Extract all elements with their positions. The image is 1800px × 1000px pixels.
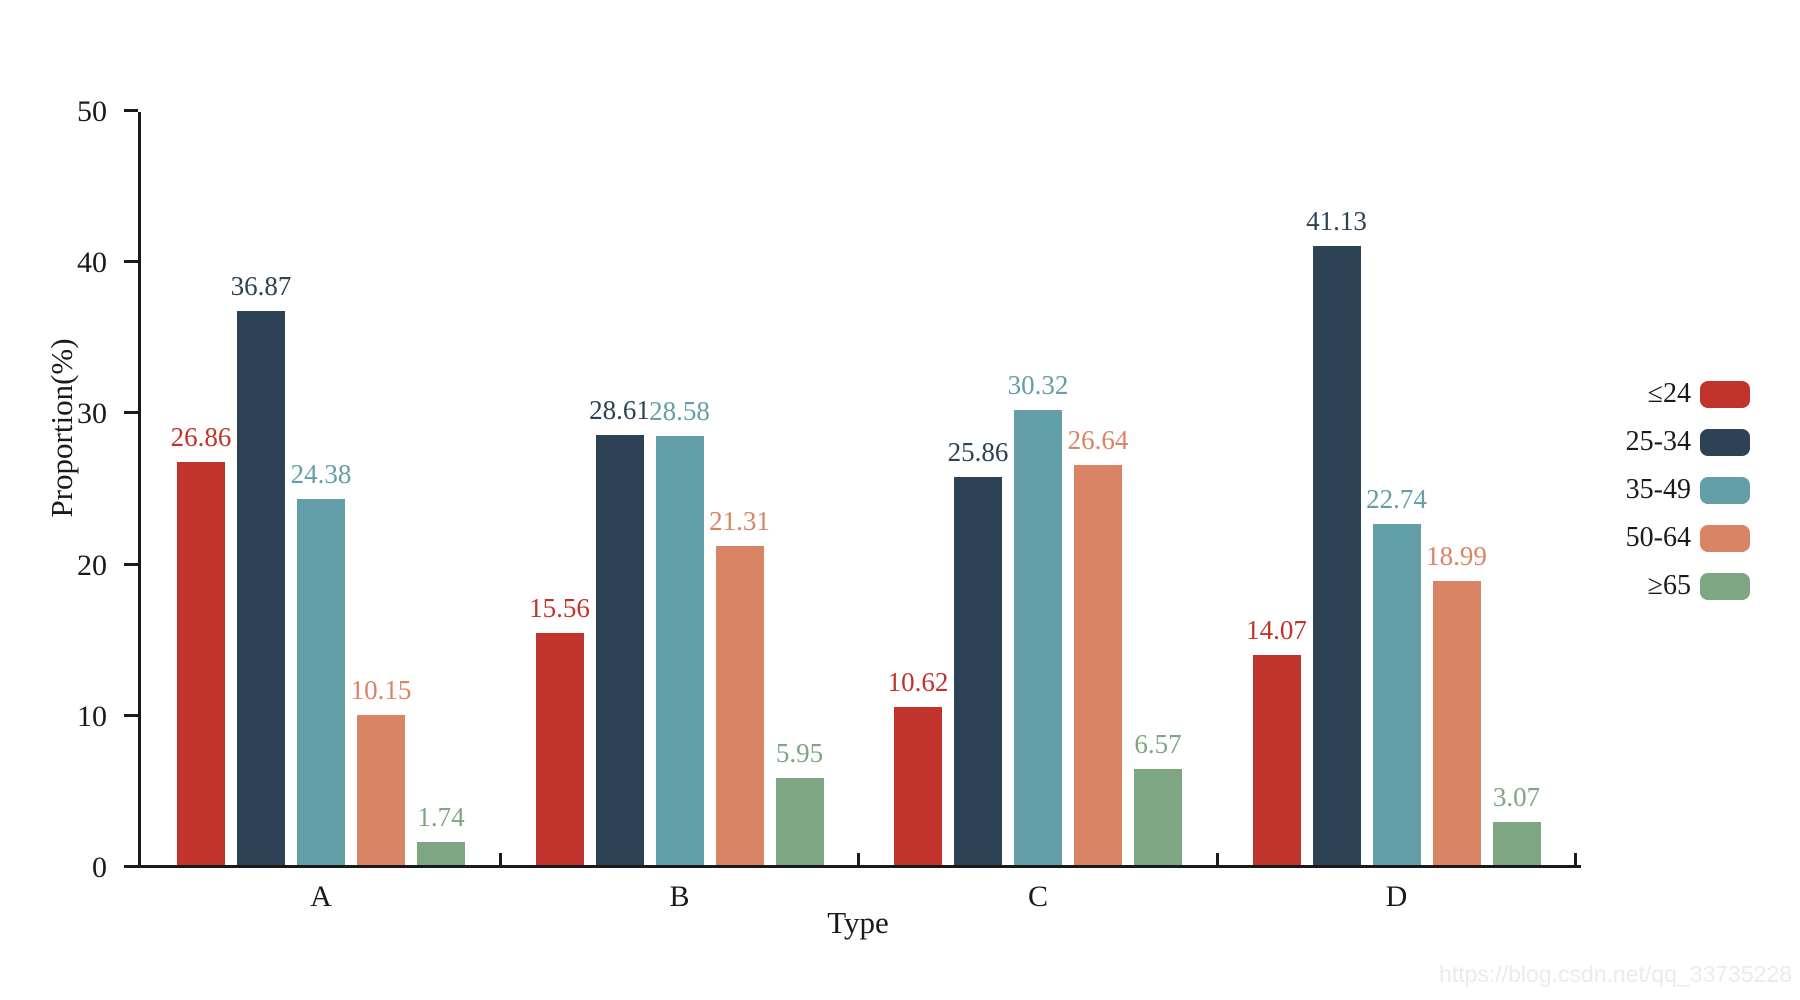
legend-label: 25-34 (1625, 426, 1691, 457)
y-tick-label: 10 (77, 699, 107, 733)
watermark: https://blog.csdn.net/qq_33735228 (1439, 961, 1792, 987)
x-tick (1215, 853, 1219, 865)
y-tick (124, 411, 138, 415)
bar-A-series2 (297, 499, 345, 868)
bar-A-series3 (357, 714, 405, 868)
legend-swatch (1700, 572, 1750, 600)
y-tick-label: 30 (77, 397, 107, 431)
x-axis-line (138, 865, 1581, 868)
bar-D-series0 (1252, 655, 1301, 868)
bar-C-series4 (1134, 768, 1182, 868)
bar-value-label: 18.99 (1426, 540, 1487, 571)
category-label-A: A (310, 880, 332, 913)
y-tick (124, 562, 138, 566)
legend-item: 50-64 (1590, 514, 1750, 562)
bar-value-label: 10.15 (350, 674, 412, 705)
legend-swatch (1700, 428, 1750, 456)
bar-C-series0 (894, 707, 942, 868)
y-tick-label: 0 (92, 851, 107, 884)
y-tick (124, 109, 138, 112)
bar-value-label: 30.32 (1007, 369, 1069, 400)
bar-C-series3 (1074, 465, 1122, 868)
x-axis-title: Type (827, 905, 889, 940)
legend-swatch (1700, 380, 1750, 408)
bar-D-series2 (1372, 524, 1421, 868)
category-label-B: B (669, 880, 690, 913)
y-tick-label: 40 (77, 246, 107, 280)
legend: ≤24 25-34 35-49 50-64 ≥65 (1590, 370, 1750, 610)
bar-A-series0 (177, 461, 225, 868)
bar-B-series3 (715, 545, 764, 868)
legend-item: ≥65 (1590, 562, 1750, 610)
bar-value-label: 10.62 (887, 667, 949, 698)
bar-value-label: 41.13 (1306, 206, 1367, 237)
bar-D-series1 (1312, 246, 1361, 868)
y-tick (124, 713, 138, 717)
legend-item: ≤24 (1590, 370, 1750, 418)
bar-B-series0 (535, 632, 584, 868)
bar-C-series1 (954, 476, 1002, 868)
bar-value-label: 14.07 (1246, 615, 1307, 646)
category-label-D: D (1385, 880, 1408, 913)
category-label-C: C (1027, 880, 1048, 913)
bar-value-label: 22.74 (1366, 484, 1427, 515)
bar-A-series4 (417, 841, 465, 868)
y-tick-label: 20 (77, 548, 107, 582)
bar-value-label: 28.58 (649, 395, 710, 426)
y-tick (124, 865, 138, 868)
y-axis-line (138, 112, 141, 868)
y-tick-label: 50 (77, 95, 107, 128)
bar-value-label: 1.74 (417, 801, 465, 832)
bar-value-label: 21.31 (709, 505, 770, 536)
y-axis-title: Proportion(%) (44, 338, 79, 518)
x-tick (1574, 853, 1578, 865)
bar-value-label: 3.07 (1492, 781, 1541, 812)
legend-swatch (1700, 476, 1750, 504)
bar-value-label: 25.86 (947, 436, 1009, 467)
bar-value-label: 5.95 (775, 738, 824, 769)
legend-item: 25-34 (1590, 418, 1750, 466)
bar-value-label: 26.64 (1067, 425, 1129, 456)
bar-value-label: 26.86 (170, 421, 232, 452)
legend-label: 35-49 (1625, 474, 1691, 505)
bar-D-series4 (1492, 821, 1541, 868)
bar-value-label: 28.61 (589, 395, 650, 426)
bar-A-series1 (237, 310, 285, 868)
legend-item: 35-49 (1590, 466, 1750, 514)
bar-value-label: 36.87 (230, 270, 292, 301)
bar-value-label: 15.56 (529, 592, 590, 623)
y-tick (124, 260, 138, 264)
bar-B-series4 (775, 778, 824, 868)
legend-label: ≤24 (1647, 378, 1691, 409)
x-tick (857, 853, 861, 865)
bar-value-label: 6.57 (1134, 728, 1182, 759)
x-tick (498, 853, 502, 865)
bar-D-series3 (1432, 580, 1481, 868)
bar-B-series2 (655, 435, 704, 868)
legend-label: ≥65 (1647, 570, 1691, 601)
bar-value-label: 24.38 (290, 459, 352, 490)
legend-label: 50-64 (1625, 522, 1691, 553)
bar-C-series2 (1014, 409, 1062, 868)
bar-B-series1 (595, 435, 644, 868)
legend-swatch (1700, 524, 1750, 552)
